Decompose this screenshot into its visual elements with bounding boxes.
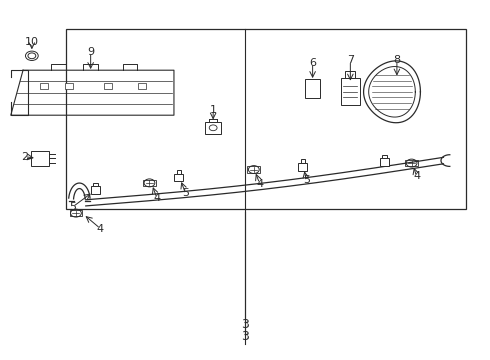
Text: 9: 9 bbox=[87, 47, 94, 57]
Text: 7: 7 bbox=[347, 55, 354, 66]
Text: 4: 4 bbox=[97, 224, 104, 234]
Text: 5: 5 bbox=[69, 202, 76, 212]
Text: 10: 10 bbox=[25, 37, 39, 48]
Bar bbox=[176, 170, 181, 174]
Bar bbox=[31, 151, 49, 166]
Text: 2: 2 bbox=[21, 152, 28, 162]
Text: 4: 4 bbox=[256, 179, 263, 189]
Text: 6: 6 bbox=[309, 58, 316, 68]
Text: 5: 5 bbox=[182, 188, 189, 198]
Bar bbox=[383, 155, 387, 158]
Bar bbox=[174, 174, 183, 181]
Text: 3: 3 bbox=[241, 330, 249, 343]
Bar bbox=[305, 79, 320, 98]
Bar bbox=[138, 83, 146, 89]
Text: 5: 5 bbox=[303, 175, 310, 185]
Text: 3: 3 bbox=[241, 318, 249, 330]
Bar bbox=[104, 83, 112, 89]
Bar bbox=[247, 166, 260, 173]
Bar bbox=[380, 158, 389, 166]
Bar bbox=[70, 210, 82, 216]
Bar bbox=[40, 83, 48, 89]
Bar bbox=[93, 183, 98, 186]
Bar bbox=[91, 186, 100, 194]
Text: 4: 4 bbox=[413, 171, 420, 181]
Text: 1: 1 bbox=[210, 105, 217, 115]
Text: 4: 4 bbox=[153, 193, 160, 203]
Bar bbox=[205, 122, 221, 134]
Bar bbox=[405, 160, 418, 166]
Bar bbox=[345, 71, 355, 78]
Bar bbox=[341, 78, 360, 105]
Text: 8: 8 bbox=[393, 55, 400, 66]
Bar bbox=[143, 180, 156, 186]
Bar bbox=[66, 29, 466, 209]
Bar bbox=[65, 83, 73, 89]
Bar bbox=[301, 159, 305, 163]
Bar bbox=[298, 163, 307, 171]
